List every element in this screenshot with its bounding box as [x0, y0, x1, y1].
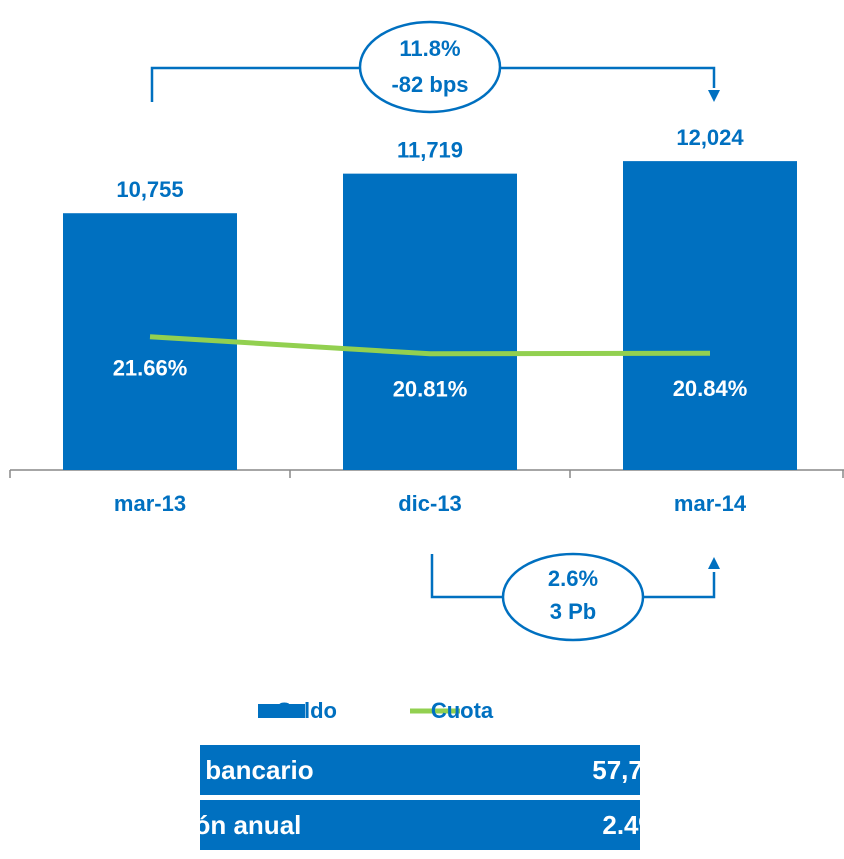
annotation-bubble [501, 552, 645, 642]
annotation-text: -82 bps [391, 72, 468, 97]
bar-value-label: 11,719 [397, 137, 463, 162]
bar [623, 161, 797, 470]
table-row [200, 745, 640, 795]
annotation-text: 2.6% [548, 566, 598, 591]
x-tick-label: dic-13 [398, 491, 462, 516]
table-cell: Sistema bancario [98, 755, 313, 785]
annotation-bubble [358, 20, 502, 114]
line-value-label: 20.84% [673, 376, 748, 401]
bar-value-label: 10,755 [116, 177, 183, 202]
x-tick-label: mar-13 [114, 491, 186, 516]
table-row [200, 800, 640, 850]
line [149, 334, 711, 357]
annotation-text: 11.8% [399, 36, 460, 61]
arrow [708, 557, 720, 569]
legend-swatch [258, 704, 305, 718]
arrow [708, 90, 720, 102]
legend-label: Cuota [431, 698, 494, 723]
annotation-text: 3 Pb [550, 599, 596, 624]
bar [343, 173, 517, 470]
x-tick-label: mar-14 [674, 491, 747, 516]
line-value-label: 20.81% [393, 377, 468, 402]
table-cell: 2.4% [602, 810, 661, 840]
table-cell: Variación anual [111, 810, 302, 840]
line-value-label: 21.66% [113, 356, 188, 381]
bar-value-label: 12,024 [676, 125, 744, 150]
table-cell: 57,700 [592, 755, 672, 785]
legend-label: Saldo [277, 698, 337, 723]
